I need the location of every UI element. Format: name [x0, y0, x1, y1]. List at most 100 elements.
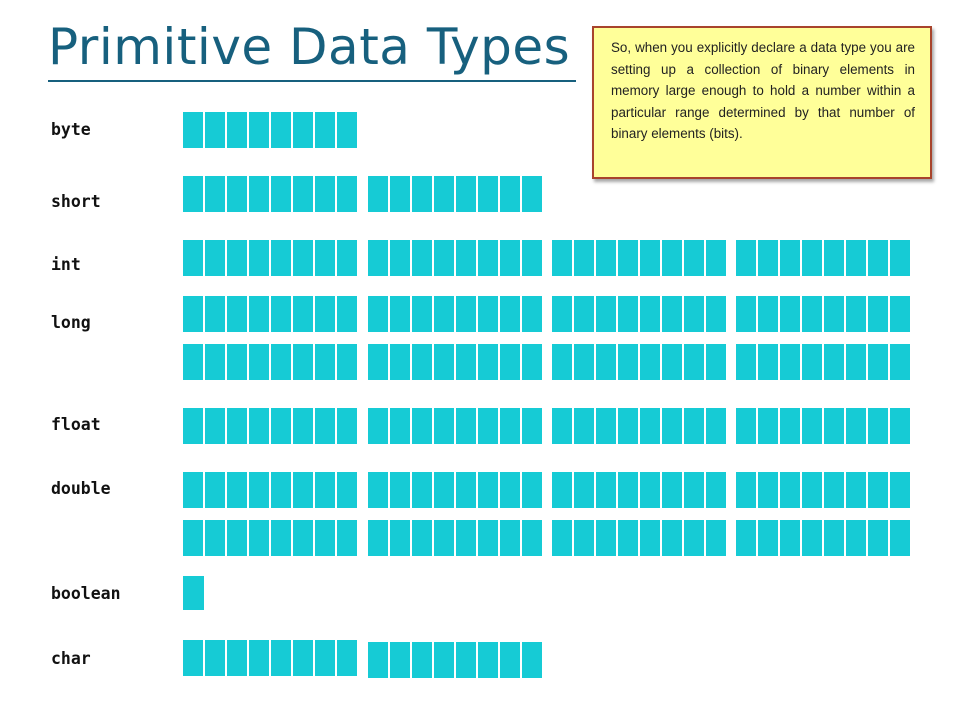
bit-cell	[640, 520, 660, 556]
bit-cell	[780, 472, 800, 508]
bit-cell	[271, 296, 291, 332]
bit-cell	[684, 296, 704, 332]
bit-cell	[337, 520, 357, 556]
bit-cell	[868, 240, 888, 276]
bit-cell	[736, 240, 756, 276]
bit-cell	[293, 640, 313, 676]
bit-cell	[574, 240, 594, 276]
explanation-note: So, when you explicitly declare a data t…	[592, 26, 932, 179]
double-byte-group	[552, 520, 726, 556]
bit-cell	[412, 642, 432, 678]
bit-cell	[758, 344, 778, 380]
bit-cell	[227, 176, 247, 212]
double-byte-group	[183, 520, 357, 556]
short-byte-group	[183, 176, 357, 212]
bit-cell	[183, 112, 203, 148]
bit-cell	[640, 472, 660, 508]
bit-cell	[596, 472, 616, 508]
bit-cell	[706, 408, 726, 444]
bit-cell	[890, 472, 910, 508]
int-byte-group	[368, 240, 542, 276]
bit-cell	[868, 472, 888, 508]
bit-cell	[552, 240, 572, 276]
bit-cell	[293, 296, 313, 332]
bit-cell	[780, 344, 800, 380]
bit-cell	[522, 240, 542, 276]
bit-cell	[205, 640, 225, 676]
char-byte-group	[368, 642, 542, 678]
bit-cell	[434, 240, 454, 276]
bit-cell	[456, 408, 476, 444]
bit-cell	[758, 240, 778, 276]
bit-cell	[315, 640, 335, 676]
bit-cell	[758, 520, 778, 556]
bit-cell	[706, 296, 726, 332]
bit-cell	[780, 296, 800, 332]
bit-cell	[456, 344, 476, 380]
double-byte-group	[183, 472, 357, 508]
bit-cell	[618, 472, 638, 508]
bit-cell	[249, 112, 269, 148]
type-label-double: double	[51, 479, 111, 498]
bit-cell	[868, 344, 888, 380]
bit-cell	[293, 520, 313, 556]
bit-cell	[522, 296, 542, 332]
double-byte-group	[736, 520, 910, 556]
title-underline	[48, 80, 576, 82]
bit-cell	[183, 640, 203, 676]
bit-cell	[293, 240, 313, 276]
int-byte-group	[183, 240, 357, 276]
bit-cell	[824, 520, 844, 556]
bit-cell	[183, 576, 204, 610]
bit-cell	[780, 520, 800, 556]
bit-cell	[249, 640, 269, 676]
bit-cell	[227, 472, 247, 508]
bit-cell	[205, 408, 225, 444]
bit-cell	[552, 472, 572, 508]
bit-cell	[293, 112, 313, 148]
bit-cell	[662, 472, 682, 508]
bit-cell	[315, 296, 335, 332]
bit-cell	[390, 408, 410, 444]
long-byte-group	[552, 344, 726, 380]
bit-cell	[390, 642, 410, 678]
bit-cell	[271, 520, 291, 556]
float-byte-group	[552, 408, 726, 444]
bit-cell	[802, 296, 822, 332]
bit-cell	[662, 240, 682, 276]
bit-cell	[890, 296, 910, 332]
float-byte-group	[368, 408, 542, 444]
bit-cell	[574, 520, 594, 556]
bit-cell	[205, 176, 225, 212]
bit-cell	[412, 344, 432, 380]
bit-cell	[684, 472, 704, 508]
bit-cell	[500, 176, 520, 212]
bit-cell	[618, 296, 638, 332]
bit-cell	[500, 296, 520, 332]
bit-cell	[522, 176, 542, 212]
bit-cell	[227, 408, 247, 444]
bit-cell	[315, 344, 335, 380]
bit-cell	[640, 240, 660, 276]
bit-cell	[552, 296, 572, 332]
bit-cell	[500, 642, 520, 678]
bit-cell	[271, 344, 291, 380]
bit-cell	[662, 520, 682, 556]
float-byte-group	[736, 408, 910, 444]
bit-cell	[736, 296, 756, 332]
bit-cell	[205, 520, 225, 556]
bit-cell	[271, 240, 291, 276]
bit-cell	[640, 344, 660, 380]
bit-cell	[183, 472, 203, 508]
long-byte-group	[736, 344, 910, 380]
bit-cell	[574, 472, 594, 508]
bit-cell	[183, 520, 203, 556]
bit-cell	[390, 520, 410, 556]
bit-cell	[183, 176, 203, 212]
bit-cell	[574, 296, 594, 332]
bit-cell	[271, 176, 291, 212]
bit-cell	[337, 112, 357, 148]
bit-cell	[315, 520, 335, 556]
bit-cell	[596, 296, 616, 332]
bit-cell	[596, 344, 616, 380]
